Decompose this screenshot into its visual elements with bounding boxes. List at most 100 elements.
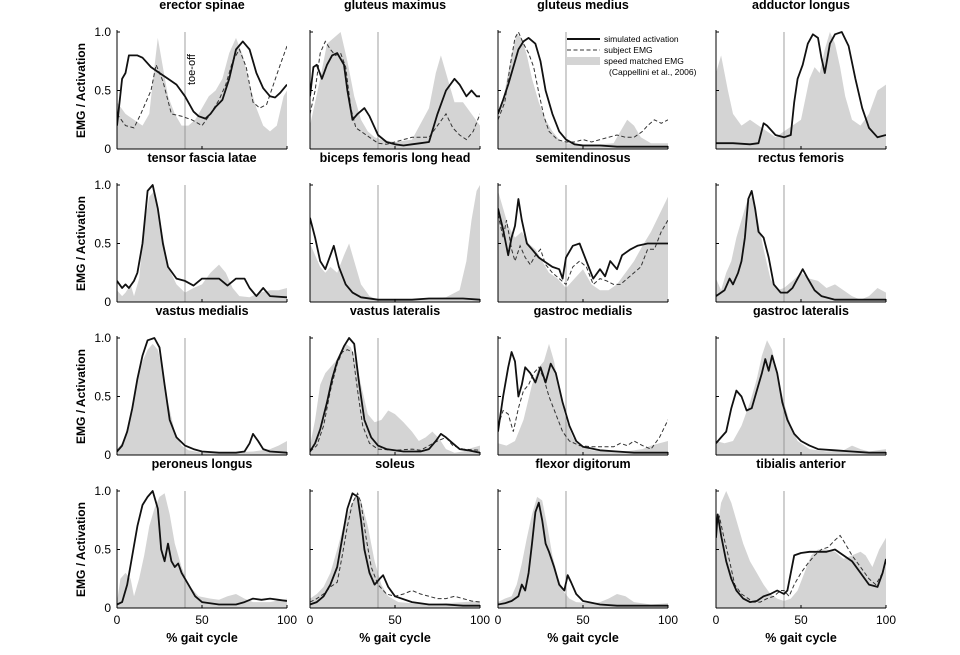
- panel-gluteus-medius: gluteus medius simulated activationsubjec…: [497, 0, 697, 150]
- y-axis-label: EMG / Activation: [74, 43, 88, 138]
- x-tick-label: 50: [195, 613, 209, 627]
- y-tick-label: 0.5: [94, 390, 111, 404]
- x-axis-label: % gait cycle: [547, 631, 619, 645]
- y-axis-label: EMG / Activation: [74, 502, 88, 597]
- x-tick-label: 50: [794, 613, 808, 627]
- panel-title: flexor digitorum: [535, 457, 630, 471]
- simulated-activation-line: [310, 52, 480, 147]
- panel-title: rectus femoris: [758, 151, 844, 165]
- panel-title: tensor fascia latae: [147, 151, 256, 165]
- y-tick-label: 0: [104, 295, 111, 309]
- panel-title: gluteus maximus: [344, 0, 446, 12]
- legend-label-citation: (Cappellini et al., 2006): [609, 67, 697, 77]
- y-tick-label: 1.0: [94, 484, 111, 498]
- speed-matched-emg-area: [498, 343, 668, 455]
- simulated-activation-line: [498, 501, 668, 607]
- simulated-activation-line: [716, 189, 886, 301]
- x-tick-label: 100: [277, 613, 297, 627]
- simulated-activation-line: [310, 337, 480, 454]
- legend-label-subject: subject EMG: [604, 45, 653, 55]
- speed-matched-emg-area: [310, 185, 480, 302]
- legend-swatch-speed-matched: [567, 57, 600, 65]
- simulated-activation-line: [117, 40, 287, 126]
- y-tick-label: 1.0: [94, 331, 111, 345]
- speed-matched-emg-area: [310, 496, 480, 608]
- speed-matched-emg-area: [716, 196, 886, 302]
- x-tick-label: 100: [470, 613, 490, 627]
- speed-matched-emg-area: [498, 496, 668, 608]
- panel-gastroc-lateralis: gastroc lateralis: [715, 304, 887, 456]
- simulated-activation-line: [117, 184, 287, 299]
- x-tick-label: 50: [576, 613, 590, 627]
- panel-biceps-femoris-long-head: biceps femoris long head: [309, 151, 481, 303]
- speed-matched-emg-area: [117, 37, 287, 149]
- simulated-activation-line: [310, 492, 480, 607]
- x-tick-label: 0: [307, 613, 314, 627]
- toe-off-annotation: toe-off: [186, 53, 198, 85]
- panel-title: adductor longus: [752, 0, 850, 12]
- speed-matched-emg-area: [310, 32, 480, 149]
- panel-title: vastus medialis: [155, 304, 248, 318]
- x-axis-label: % gait cycle: [765, 631, 837, 645]
- y-tick-label: 1.0: [94, 178, 111, 192]
- panel-soleus: soleus 0 50 100 % gait cycle: [307, 457, 491, 645]
- panel-title: gastroc medialis: [534, 304, 633, 318]
- x-tick-label: 50: [388, 613, 402, 627]
- panel-peroneus-longus: peroneus longus 0 0.5 1.0 EMG / Activation 0 5…: [74, 457, 297, 645]
- speed-matched-emg-area: [117, 493, 287, 608]
- simulated-activation-line: [498, 351, 668, 454]
- x-tick-label: 0: [713, 613, 720, 627]
- simulated-activation-line: [716, 354, 886, 454]
- panel-title: biceps femoris long head: [320, 151, 471, 165]
- panel-title: peroneus longus: [152, 457, 253, 471]
- y-axis-label: EMG / Activation: [74, 196, 88, 291]
- panel-title: gastroc lateralis: [753, 304, 849, 318]
- speed-matched-emg-area: [310, 343, 480, 455]
- x-tick-label: 100: [658, 613, 678, 627]
- y-tick-label: 0.5: [94, 543, 111, 557]
- simulated-activation-line: [716, 513, 886, 603]
- speed-matched-emg-area: [498, 34, 668, 149]
- panel-adductor-longus: adductor longus: [715, 0, 887, 150]
- panel-semitendinosus: semitendinosus: [497, 151, 669, 303]
- speed-matched-emg-area: [716, 491, 886, 608]
- simulated-activation-line: [498, 37, 668, 148]
- panel-vastus-medialis: vastus medialis 0 0.5 1.0 EMG / Activation: [74, 304, 288, 462]
- speed-matched-emg-area: [716, 32, 886, 149]
- legend-label-simulated: simulated activation: [604, 34, 679, 44]
- panel-vastus-lateralis: vastus lateralis: [309, 304, 481, 456]
- speed-matched-emg-area: [117, 343, 287, 455]
- panel-erector-spinae: erector spinae 0 0.5 1.0 EMG / Activation toe…: [74, 0, 288, 156]
- simulated-activation-line: [310, 217, 480, 301]
- panel-gluteus-maximus: gluteus maximus: [309, 0, 481, 150]
- subject-emg-line: [498, 30, 668, 143]
- y-tick-label: 0: [104, 601, 111, 615]
- speed-matched-emg-area: [716, 340, 886, 455]
- panel-title: gluteus medius: [537, 0, 629, 12]
- simulated-activation-line: [117, 490, 287, 606]
- panel-title: vastus lateralis: [350, 304, 440, 318]
- x-tick-label: 0: [495, 613, 502, 627]
- x-axis-label: % gait cycle: [166, 631, 238, 645]
- simulated-activation-line: [117, 337, 287, 454]
- x-tick-label: 100: [876, 613, 896, 627]
- panel-title: tibialis anterior: [756, 457, 846, 471]
- panel-title: soleus: [375, 457, 415, 471]
- subject-emg-line: [310, 40, 480, 145]
- simulated-activation-line: [716, 31, 886, 146]
- panel-tensor-fascia-latae: tensor fascia latae 0 0.5 1.0 EMG / Activati…: [74, 151, 288, 309]
- subject-emg-line: [498, 214, 668, 286]
- subject-emg-line: [310, 349, 480, 452]
- y-tick-label: 0: [104, 448, 111, 462]
- simulated-activation-line: [498, 198, 668, 280]
- subject-emg-line: [310, 492, 480, 603]
- panel-tibialis-anterior: tibialis anterior 0 50 100 % gait cycle: [713, 457, 897, 645]
- legend-label-speed-matched: speed matched EMG: [604, 56, 684, 66]
- y-tick-label: 0.5: [94, 84, 111, 98]
- panel-flexor-digitorum: flexor digitorum 0 50 100 % gait cycle: [495, 457, 679, 645]
- y-axis-label: EMG / Activation: [74, 349, 88, 444]
- y-tick-label: 0: [104, 142, 111, 156]
- x-axis-label: % gait cycle: [359, 631, 431, 645]
